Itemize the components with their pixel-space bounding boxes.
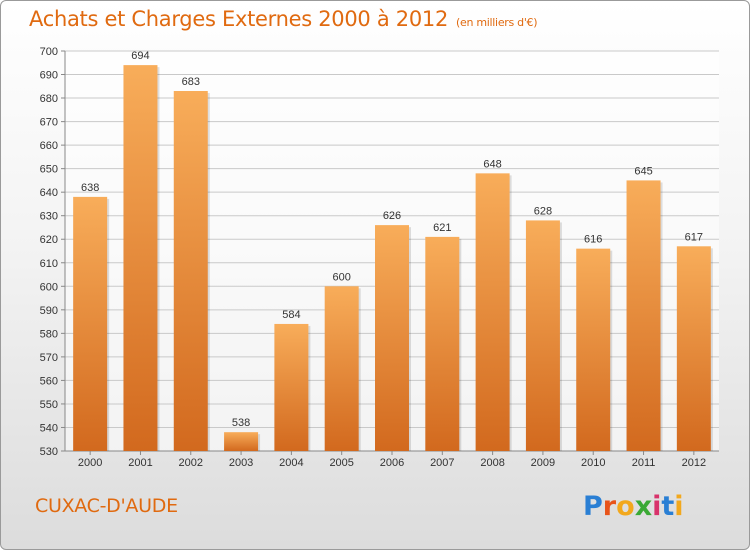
proxiti-logo: Proxiti	[583, 491, 684, 522]
y-tick-label: 650	[40, 164, 58, 176]
data-label: 645	[634, 165, 652, 177]
logo-letter: t	[661, 491, 675, 522]
data-label: 600	[333, 271, 351, 283]
x-tick-label: 2004	[279, 457, 303, 469]
data-label: 616	[584, 234, 602, 246]
logo-letter: r	[602, 491, 617, 522]
y-tick-label: 550	[40, 399, 58, 411]
logo-letter: i	[674, 491, 684, 522]
y-tick-label: 670	[40, 117, 58, 129]
x-tick-label: 2011	[632, 457, 656, 469]
x-tick-label: 2001	[128, 457, 152, 469]
chart-subtitle: (en milliers d'€)	[456, 16, 538, 29]
y-tick-label: 580	[40, 328, 58, 340]
x-tick-label: 2008	[480, 457, 504, 469]
city-name: CUXAC-D'AUDE	[35, 495, 178, 517]
x-tick-label: 2005	[329, 457, 353, 469]
y-tick-label: 610	[40, 258, 58, 270]
bar	[274, 323, 309, 451]
y-tick-label: 570	[40, 352, 58, 364]
bar	[525, 220, 560, 451]
logo-letter: x	[634, 491, 653, 522]
data-label: 626	[383, 210, 401, 222]
y-tick-label: 680	[40, 93, 58, 105]
data-label: 628	[534, 205, 552, 217]
data-label: 584	[282, 309, 300, 321]
y-tick-label: 640	[40, 187, 58, 199]
y-tick-label: 630	[40, 211, 58, 223]
data-label: 683	[182, 76, 200, 88]
bar	[123, 65, 158, 451]
data-label: 621	[433, 222, 451, 234]
y-tick-label: 620	[40, 234, 58, 246]
y-tick-label: 700	[40, 46, 58, 58]
x-tick-label: 2009	[531, 457, 555, 469]
bar	[173, 91, 208, 451]
bar	[425, 236, 460, 451]
y-tick-label: 660	[40, 140, 58, 152]
chart-title-text: Achats et Charges Externes 2000 à 2012	[29, 7, 449, 31]
bar	[576, 248, 611, 451]
data-label: 538	[232, 417, 250, 429]
y-tick-label: 530	[40, 446, 58, 458]
chart-title: Achats et Charges Externes 2000 à 2012 (e…	[29, 7, 538, 31]
y-tick-label: 600	[40, 281, 58, 293]
bar	[626, 180, 661, 452]
y-tick-label: 690	[40, 70, 58, 82]
x-tick-label: 2010	[581, 457, 605, 469]
x-tick-label: 2003	[229, 457, 253, 469]
y-tick-label: 590	[40, 305, 58, 317]
logo-letter: o	[616, 491, 635, 522]
bar	[375, 225, 409, 451]
bar	[73, 196, 108, 451]
logo-letter: i	[652, 491, 662, 522]
x-tick-label: 2012	[682, 457, 706, 469]
data-label: 648	[483, 158, 501, 170]
bar	[676, 246, 711, 451]
data-label: 617	[685, 231, 703, 243]
data-label: 638	[81, 182, 99, 194]
bar	[324, 286, 359, 451]
x-tick-label: 2000	[78, 457, 102, 469]
bar	[475, 173, 510, 451]
data-label: 694	[131, 50, 149, 62]
x-tick-label: 2007	[430, 457, 454, 469]
x-tick-label: 2002	[179, 457, 203, 469]
bar	[224, 432, 259, 451]
x-tick-label: 2006	[380, 457, 404, 469]
y-tick-label: 540	[40, 422, 58, 434]
logo-letter: P	[583, 491, 603, 522]
y-tick-label: 560	[40, 375, 58, 387]
